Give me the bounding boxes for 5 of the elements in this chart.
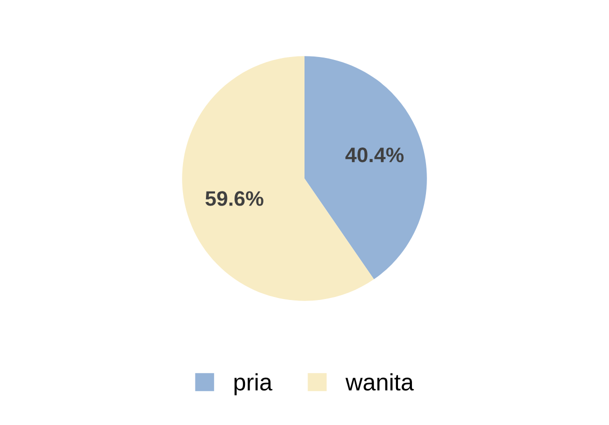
legend-label: wanita — [346, 373, 414, 391]
pie-slice — [304, 56, 427, 280]
data-label: 59.6% — [205, 191, 264, 206]
data-label: 40.4% — [345, 148, 404, 162]
legend-label: pria — [234, 373, 272, 396]
